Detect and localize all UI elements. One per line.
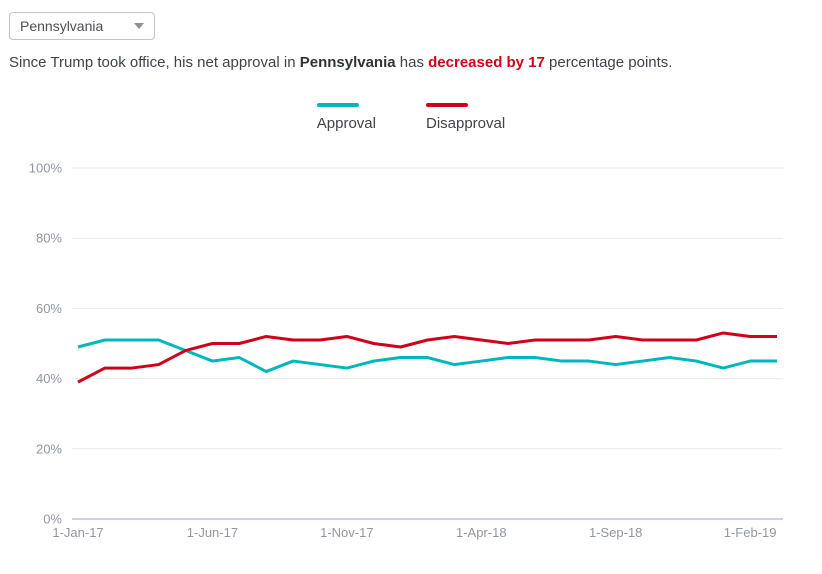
summary-suffix: percentage points.	[544, 54, 673, 71]
x-tick-label: 1-Apr-18	[456, 525, 507, 540]
legend-item-disapproval: Disapproval	[425, 103, 506, 132]
x-tick-label: 1-Nov-17	[320, 525, 373, 540]
summary-state: Pennsylvania	[299, 54, 396, 71]
chart-legend: Approval Disapproval	[0, 103, 822, 132]
summary-highlight: decreased by 17	[428, 54, 545, 71]
disapproval-swatch	[425, 103, 468, 107]
state-selector[interactable]: Pennsylvania	[9, 12, 155, 40]
chevron-down-icon	[134, 23, 144, 29]
y-tick-label: 100%	[29, 161, 63, 176]
approval-line	[77, 338, 777, 374]
y-tick-label: 60%	[36, 301, 62, 316]
summary-prefix: Since Trump took office, his net approva…	[9, 54, 300, 71]
summary-sentence: Since Trump took office, his net approva…	[9, 53, 672, 73]
approval-swatch	[316, 103, 359, 107]
disapproval-line	[77, 331, 777, 384]
legend-item-approval: Approval	[316, 103, 376, 132]
y-tick-label: 80%	[36, 231, 62, 246]
legend-label-disapproval: Disapproval	[425, 115, 506, 132]
x-tick-label: 1-Feb-19	[724, 525, 777, 540]
summary-mid: has	[395, 54, 429, 71]
x-tick-label: 1-Sep-18	[589, 525, 642, 540]
y-tick-label: 40%	[36, 371, 62, 386]
y-tick-label: 20%	[36, 441, 62, 456]
approval-line-chart: 0% 20% 40% 60% 80% 100% 1-Jan-17 1-Jun-17 1-Nov-…	[29, 161, 783, 540]
state-selector-value: Pennsylvania	[20, 18, 104, 34]
legend-label-approval: Approval	[316, 115, 376, 132]
x-tick-label: 1-Jun-17	[187, 525, 238, 540]
x-tick-label: 1-Jan-17	[52, 525, 103, 540]
y-tick-label: 0%	[43, 512, 62, 527]
